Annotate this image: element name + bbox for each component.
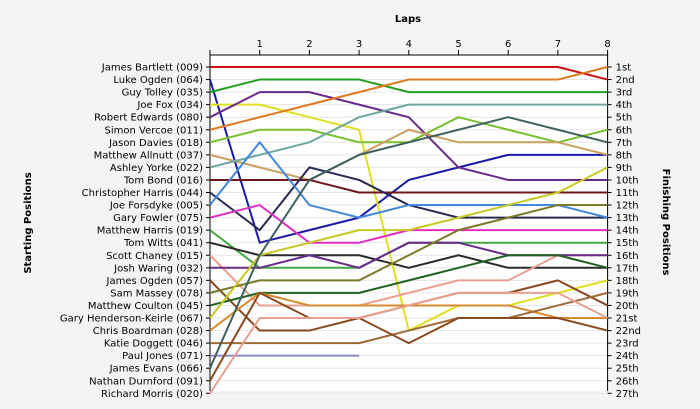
finish-label: 26th — [616, 376, 639, 387]
finish-label: 22nd — [616, 326, 641, 337]
series-line — [210, 66, 608, 81]
x-tick-label: 1 — [257, 39, 263, 50]
finish-label: 2nd — [616, 75, 635, 86]
series-line — [209, 204, 608, 294]
series-line — [209, 291, 609, 394]
x-tick-label: 7 — [555, 39, 561, 50]
series-line — [209, 103, 608, 169]
x-tick-label: 3 — [356, 39, 362, 50]
start-label: Paul Jones (071) — [122, 351, 203, 362]
finish-label: 12th — [616, 201, 639, 212]
series-line — [209, 141, 608, 219]
start-label: Richard Morris (020) — [101, 389, 203, 400]
start-label: Nathan Durnford (091) — [89, 376, 203, 387]
start-label: Jason Davies (018) — [108, 138, 203, 149]
series-line — [209, 91, 608, 181]
finish-label: 4th — [616, 100, 633, 111]
finish-label: 5th — [616, 113, 633, 124]
finish-label: 11th — [616, 188, 639, 199]
start-label: Josh Waring (032) — [113, 263, 203, 274]
start-label: Tom Bond (016) — [123, 175, 203, 186]
start-label: Matthew Harris (019) — [97, 226, 203, 237]
series-line — [209, 116, 608, 369]
finish-label: 18th — [616, 276, 639, 287]
start-label: James Evans (066) — [109, 364, 203, 375]
start-label: Ashley Yorke (022) — [110, 163, 203, 174]
series-line — [209, 254, 608, 307]
start-label: Simon Vercoe (011) — [105, 125, 204, 136]
finish-label: 27th — [616, 389, 639, 400]
finish-label: 7th — [616, 138, 633, 149]
finish-label: 19th — [616, 288, 639, 299]
start-label: Katie Doggett (046) — [104, 339, 203, 350]
series-line — [209, 128, 608, 181]
start-label: Gary Fowler (075) — [113, 213, 203, 224]
start-label: Gary Henderson-Keirle (067) — [60, 314, 203, 325]
right-axis-label: Finishing Positions — [660, 169, 671, 276]
series-line — [209, 166, 609, 319]
start-label: Luke Ogden (064) — [113, 75, 203, 86]
finish-label: 21st — [616, 314, 638, 325]
series-line — [209, 66, 608, 131]
finish-label: 16th — [616, 251, 639, 262]
finish-label: 20th — [616, 301, 639, 312]
series-line — [209, 79, 608, 244]
series-line — [210, 178, 608, 194]
x-tick-label: 8 — [604, 39, 610, 50]
start-label: Matthew Allnutt (037) — [94, 150, 204, 161]
finish-label: 8th — [616, 150, 633, 161]
finish-label: 6th — [616, 125, 633, 136]
start-label: Robert Edwards (080) — [94, 113, 203, 124]
finish-label: 10th — [616, 175, 639, 186]
chart-title: Laps — [395, 14, 421, 25]
x-tick-label: 5 — [455, 39, 461, 50]
series-line — [209, 241, 608, 269]
start-label: Sam Massey (078) — [110, 288, 203, 299]
left-axis-label: Starting Positions — [23, 172, 34, 273]
finish-label: 17th — [616, 263, 639, 274]
start-label: Chris Boardman (028) — [93, 326, 203, 337]
x-tick-label: 2 — [306, 39, 312, 50]
finish-label: 3rd — [616, 88, 633, 99]
series-line — [210, 291, 608, 345]
start-label: Tom Witts (041) — [123, 238, 203, 249]
finish-label: 23rd — [616, 339, 639, 350]
finish-label: 9th — [616, 163, 633, 174]
x-tick-label: 6 — [505, 39, 511, 50]
finish-label: 1st — [616, 63, 632, 74]
finish-label: 13th — [616, 213, 639, 224]
series-line — [209, 254, 608, 307]
start-label: Joe Fox (034) — [136, 100, 203, 111]
start-label: James Bartlett (009) — [101, 63, 203, 74]
start-label: Scott Chaney (015) — [106, 251, 203, 262]
finish-label: 25th — [616, 364, 639, 375]
start-label: Christopher Harris (044) — [82, 188, 203, 199]
finish-label: 24th — [616, 351, 639, 362]
start-label: Guy Tolley (035) — [122, 88, 204, 99]
start-label: James Ogden (057) — [106, 276, 204, 287]
start-label: Joe Forsdyke (005) — [109, 201, 203, 212]
series-line — [209, 78, 608, 94]
finish-label: 14th — [616, 226, 639, 237]
finish-label: 15th — [616, 238, 639, 249]
start-label: Matthew Coulton (045) — [88, 301, 203, 312]
x-tick-label: 4 — [406, 39, 412, 50]
series-line — [209, 291, 608, 382]
